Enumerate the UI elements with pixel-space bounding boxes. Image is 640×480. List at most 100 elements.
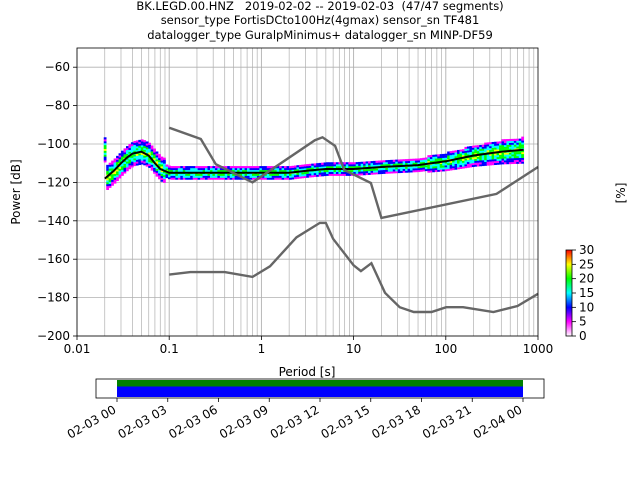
heatmap-cell [422,161,426,164]
heatmap-cell [118,172,122,175]
heatmap-cell [150,149,154,152]
heatmap-cell [326,171,329,174]
heatmap-cell [190,169,193,173]
heatmap-cell [503,160,507,163]
heatmap-cell [476,145,480,148]
heatmap-cell [501,148,505,151]
heatmap-cell [182,175,186,178]
reference-noise-model-high-line [168,126,539,220]
heatmap-cell [499,149,502,152]
heatmap-cell [229,175,233,178]
heatmap-cell [360,165,364,168]
heatmap-cell [143,157,147,160]
heatmap-cell [108,181,112,185]
heatmap-cell [219,175,223,178]
heatmap-cell [140,160,144,163]
heatmap-cell [496,160,500,163]
timeline-tick-label: 02-03 18 [369,402,423,441]
heatmap-cell [489,149,492,152]
heatmap-cell [113,166,117,169]
heatmap-cell [474,145,478,148]
heatmap-cell [135,146,139,149]
heatmap-cell [323,170,327,173]
heatmap-cell [247,166,250,169]
heatmap-cell [400,168,403,172]
heatmap-cell [116,155,119,158]
plot-grid [76,48,538,337]
heatmap-cell [518,150,522,153]
heatmap-cell [130,165,134,168]
heatmap-cell [163,180,166,183]
heatmap-cell [121,167,124,171]
heatmap-cell [187,166,191,169]
heatmap-cell [150,155,154,158]
heatmap-cell [113,158,117,161]
heatmap-cell [254,177,258,180]
heatmap-cell [237,169,240,173]
heatmap-cell [160,175,164,178]
heatmap-cell [106,166,109,169]
heatmap-cell [153,171,156,174]
heatmap-cell [286,173,290,176]
heatmap-cell [128,149,132,152]
heatmap-cell [331,171,334,174]
heatmap-cell [476,158,480,161]
heatmap-cell [237,177,240,180]
heatmap-cell [165,172,169,175]
heatmap-cell [306,171,310,174]
heatmap-cell [163,163,166,166]
heatmap-cell [160,170,164,173]
heatmap-cell [165,176,169,179]
heatmap-cell [158,175,161,178]
heatmap-cell [128,145,132,149]
heatmap-cell [471,153,475,156]
heatmap-cell [254,166,258,169]
heatmap-cell [118,164,122,167]
heatmap-cell [167,177,171,180]
heatmap-cell [214,177,218,180]
heatmap-cell [503,142,507,146]
heatmap-cell [163,161,166,164]
heatmap-cell [486,159,490,162]
heatmap-cell [326,173,329,176]
heatmap-cell [244,168,248,171]
heatmap-cell [353,162,357,165]
heatmap-cell [167,167,171,170]
heatmap-cell [121,169,124,172]
heatmap-cell [106,180,109,183]
heatmap-cell [138,157,142,160]
heatmap-cell [313,174,317,178]
heatmap-cell [489,153,492,156]
heatmap-cell [217,169,221,173]
heatmap-cell [158,159,161,163]
heatmap-cell [491,147,495,150]
heatmap-cell [140,148,144,152]
heatmap-cell [289,175,292,178]
heatmap-cell [316,166,319,170]
heatmap-cell [259,168,263,171]
heatmap-cell [432,164,436,167]
heatmap-cell [506,148,510,151]
heatmap-cell [491,141,495,145]
heatmap-cell [140,156,144,159]
heatmap-cell [375,160,379,163]
heatmap-cell [410,170,413,173]
heatmap-cell [479,146,483,149]
heatmap-cell [499,152,502,155]
heatmap-cell [476,150,480,154]
heatmap-cell [224,169,228,173]
heatmap-cell [293,177,297,180]
heatmap-cell [306,175,310,178]
heatmap-cell [511,148,515,151]
heatmap-cell [466,146,470,149]
heatmap-cell [377,168,381,171]
heatmap-cell [116,157,119,160]
heatmap-cell [264,177,268,180]
heatmap-cell [195,168,198,171]
heatmap-cell [511,152,515,155]
y-tick-label: −100 [37,137,70,151]
heatmap-cell [442,157,445,160]
heatmap-cell [143,161,147,164]
heatmap-cell [125,169,129,172]
